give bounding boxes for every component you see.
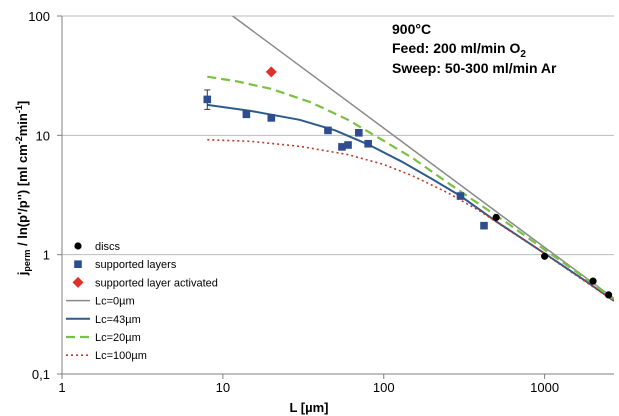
point-supported [364,139,372,148]
grid-lines [62,15,614,256]
curve-lc0 [232,16,614,300]
legend-marker-supported [74,260,82,268]
legend-label-supported: supported layers [95,259,177,271]
y-axis-label: jperm / ln(p'/p'') [ml cm-2min-1] [14,101,32,276]
annotation-temperature: 900°C [392,21,431,37]
annotation-feed: Feed: 200 ml/min O2 [392,40,526,60]
y-tick-label: 0,1 [32,367,50,382]
curve-lc43 [207,103,614,302]
legend-item-discs: discs [74,241,121,253]
legend-label-lc20: Lc=20µm [95,332,141,344]
legend-label-lc43: Lc=43µm [95,314,141,326]
x-tick-label: 10 [216,380,230,395]
legend-label-lc100: Lc=100µm [95,350,147,362]
curve-lc20 [207,75,614,301]
x-tick-label: 1000 [530,380,559,395]
y-tick-label: 1 [43,248,50,263]
legend-item-lc43: Lc=43µm [66,314,141,326]
point-discs [492,213,500,222]
legend: discs supported layers supported layer act… [66,241,218,362]
model-curves [207,16,614,302]
curve-lc100 [207,138,614,302]
y-tick-label: 10 [36,128,50,143]
tick-labels: 1 10 100 1000 0,1 1 10 100 [28,9,559,395]
point-supported [355,129,363,137]
point-supported [267,114,276,122]
legend-label-lc0: Lc=0µm [95,296,135,308]
x-tick-label: 100 [373,380,395,395]
point-discs [589,277,597,285]
legend-item-lc100: Lc=100µm [66,350,147,362]
point-activated [265,66,277,78]
legend-label-activated: supported layer activated [95,277,218,289]
annotation-sweep: Sweep: 50-300 ml/min Ar [392,60,557,76]
point-supported [456,192,465,200]
legend-marker-activated [72,276,84,288]
legend-item-lc0: Lc=0µm [66,296,135,308]
point-supported [324,126,332,135]
x-axis-label: L [µm] [289,400,328,415]
point-supported [242,110,251,119]
legend-item-supported: supported layers [74,259,177,271]
legend-item-lc20: Lc=20µm [66,332,141,344]
axes [57,15,614,379]
point-supported [338,143,346,151]
x-tick-label: 1 [58,380,65,395]
point-supported [480,221,488,230]
data-points [203,66,613,299]
point-supported [344,141,352,149]
point-supported [203,95,212,104]
condition-annotation: 900°C Feed: 200 ml/min O2 Sweep: 50-300 … [392,21,557,76]
legend-item-activated: supported layer activated [72,276,218,289]
legend-label-discs: discs [95,241,121,253]
point-discs [605,291,613,299]
y-tick-label: 100 [28,9,50,24]
legend-marker-discs [74,242,82,250]
point-discs [541,252,549,260]
